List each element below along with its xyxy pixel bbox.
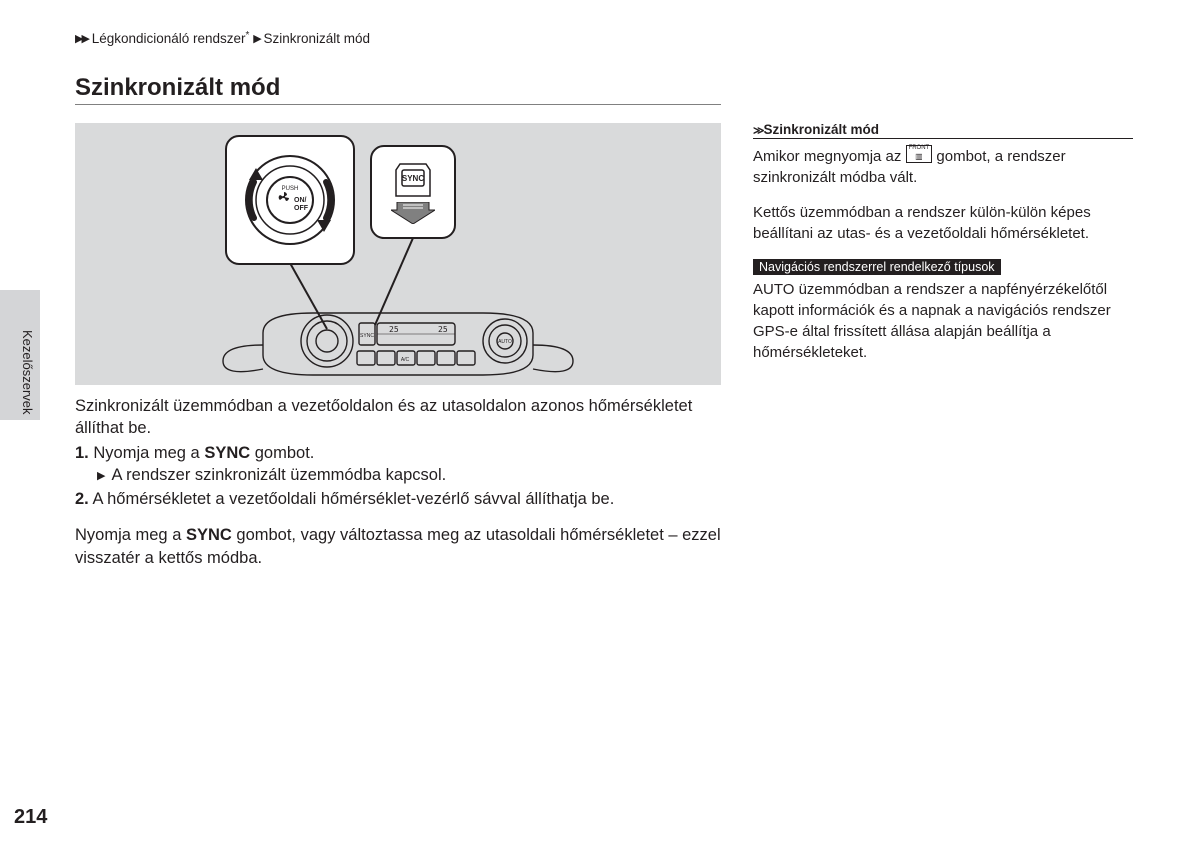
sidebar-p2: Kettős üzemmódban a rendszer külön-külön… bbox=[753, 202, 1133, 244]
sidebar-notes: ≫Szinkronizált mód Amikor megnyomja az F… bbox=[753, 74, 1133, 571]
svg-text:SYNC: SYNC bbox=[402, 174, 424, 183]
chevron-icon: ▶▶ bbox=[75, 33, 88, 45]
chevron-icon: ≫ bbox=[753, 125, 762, 137]
callout-fan-dial: PUSH ON/ OFF bbox=[225, 135, 355, 265]
breadcrumb-item: Légkondicionáló rendszer bbox=[92, 31, 246, 46]
svg-text:ON/: ON/ bbox=[294, 197, 307, 204]
asterisk: * bbox=[246, 30, 250, 41]
step-2: 2. A hőmérsékletet a vezetőoldali hőmérs… bbox=[75, 488, 721, 510]
page-number: 214 bbox=[14, 806, 47, 829]
sidebar-p3: AUTO üzemmódban a rendszer a napfényérzé… bbox=[753, 279, 1133, 363]
fan-dial-icon: PUSH ON/ OFF bbox=[230, 140, 350, 260]
press-arrow-icon bbox=[391, 202, 435, 224]
svg-text:25: 25 bbox=[389, 325, 399, 334]
intro-text: Szinkronizált üzemmódban a vezetőoldalon… bbox=[75, 395, 721, 440]
sidebar-p1: Amikor megnyomja az FRONT▥ gombot, a ren… bbox=[753, 145, 1133, 188]
chevron-icon: ▶ bbox=[253, 33, 259, 45]
body-text: Szinkronizált üzemmódban a vezetőoldalon… bbox=[75, 395, 721, 569]
type-badge: Navigációs rendszerrel rendelkező típuso… bbox=[753, 259, 1001, 275]
svg-text:A/C: A/C bbox=[401, 357, 410, 363]
svg-text:OFF: OFF bbox=[294, 205, 309, 212]
breadcrumb: ▶▶ Légkondicionáló rendszer* ▶ Szinkroni… bbox=[75, 30, 1155, 46]
sync-button-icon: SYNC bbox=[388, 160, 438, 200]
section-tab-label: Kezelőszervek bbox=[20, 330, 35, 415]
svg-text:SYNC: SYNC bbox=[360, 333, 374, 339]
step-1-sub: A rendszer szinkronizált üzemmódba kapcs… bbox=[75, 464, 721, 486]
svg-text:PUSH: PUSH bbox=[282, 186, 299, 192]
step-1: 1. Nyomja meg a SYNC gombot. A rendszer … bbox=[75, 442, 721, 487]
outro-text: Nyomja meg a SYNC gombot, vagy változtas… bbox=[75, 524, 721, 569]
sidebar-title: ≫Szinkronizált mód bbox=[753, 122, 1133, 139]
svg-text:25: 25 bbox=[438, 325, 448, 334]
breadcrumb-item: Szinkronizált mód bbox=[263, 31, 370, 46]
page-title: Szinkronizált mód bbox=[75, 74, 721, 105]
callout-sync-button: SYNC bbox=[370, 145, 456, 239]
svg-text:AUTO: AUTO bbox=[498, 339, 512, 345]
front-defrost-icon: FRONT▥ bbox=[906, 145, 933, 163]
figure-climate-panel: SYNC AUTO A/C 25 25 bbox=[75, 123, 721, 385]
